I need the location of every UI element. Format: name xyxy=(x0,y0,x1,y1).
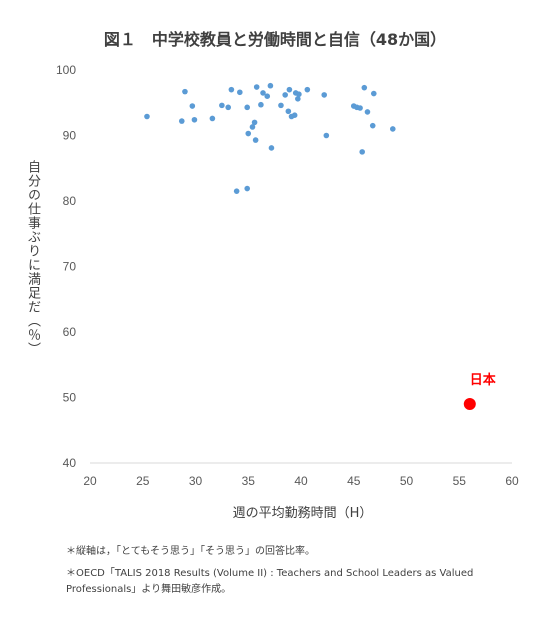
data-point xyxy=(260,90,266,96)
data-point xyxy=(285,108,292,115)
y-tick-label: 80 xyxy=(63,194,77,208)
x-tick-label: 20 xyxy=(83,474,97,488)
data-point xyxy=(182,88,188,95)
data-point xyxy=(251,119,258,126)
x-tick-label: 55 xyxy=(453,474,467,488)
data-point xyxy=(258,101,264,108)
data-point xyxy=(249,124,256,130)
data-point xyxy=(191,116,198,123)
y-axis-label: 自分の仕事ぶりに満足だ（％） xyxy=(25,160,40,356)
data-point xyxy=(369,122,376,129)
data-point xyxy=(323,132,330,139)
data-point xyxy=(389,126,396,132)
x-tick-label: 30 xyxy=(189,474,203,488)
y-tick-label: 100 xyxy=(56,63,76,77)
footnote-source: ＊OECD「TALIS 2018 Results (Volume II) : T… xyxy=(66,568,474,595)
data-point xyxy=(228,86,235,93)
data-point xyxy=(237,89,243,96)
data-points xyxy=(144,82,476,411)
x-tick-label: 25 xyxy=(136,474,150,488)
data-point xyxy=(245,130,252,137)
data-point xyxy=(291,112,298,118)
data-point xyxy=(282,92,288,98)
chart-title: 図１ 中学校教員と労働時間と自信（48か国） xyxy=(103,30,447,49)
y-tick-label: 60 xyxy=(63,325,77,339)
data-point xyxy=(178,118,185,124)
data-point xyxy=(304,86,311,93)
data-point xyxy=(267,82,274,89)
footnote-axis: ＊縦軸は，「とてもそう思う」「そう思う」の回答比率。 xyxy=(66,546,315,557)
data-point xyxy=(233,188,240,194)
highlight-point-japan xyxy=(463,398,476,411)
x-tick-label: 40 xyxy=(294,474,308,488)
data-point xyxy=(219,102,225,109)
data-point xyxy=(278,102,284,109)
data-point xyxy=(359,149,365,155)
x-tick-label: 35 xyxy=(242,474,256,488)
y-tick-label: 70 xyxy=(63,260,77,274)
x-tick-label: 50 xyxy=(400,474,414,488)
data-point xyxy=(296,91,302,98)
data-point xyxy=(189,103,196,109)
data-point xyxy=(209,115,216,122)
data-point xyxy=(244,104,250,111)
data-point xyxy=(357,105,363,111)
data-point xyxy=(370,90,377,97)
data-point xyxy=(264,93,271,99)
x-tick-labels: 20 25 30 35 40 45 50 55 60 xyxy=(83,474,519,488)
x-axis-label: 週の平均勤務時間（H） xyxy=(232,506,373,521)
data-point xyxy=(144,113,150,120)
data-point xyxy=(364,109,371,115)
data-point xyxy=(321,92,328,98)
data-point xyxy=(244,185,250,192)
data-point xyxy=(225,104,232,111)
y-tick-label: 40 xyxy=(63,456,77,470)
data-point xyxy=(268,145,275,151)
data-point xyxy=(253,84,260,90)
data-point xyxy=(286,86,293,93)
y-tick-labels: 40 50 60 70 80 90 100 xyxy=(56,63,76,470)
x-tick-label: 45 xyxy=(347,474,361,488)
x-tick-label: 60 xyxy=(505,474,519,488)
y-tick-label: 90 xyxy=(63,129,77,143)
data-point xyxy=(361,84,368,91)
data-point xyxy=(295,96,301,102)
data-point xyxy=(252,137,259,143)
annotations: 日本 xyxy=(470,372,496,388)
y-tick-label: 50 xyxy=(63,391,77,405)
highlight-point-label: 日本 xyxy=(470,372,496,388)
